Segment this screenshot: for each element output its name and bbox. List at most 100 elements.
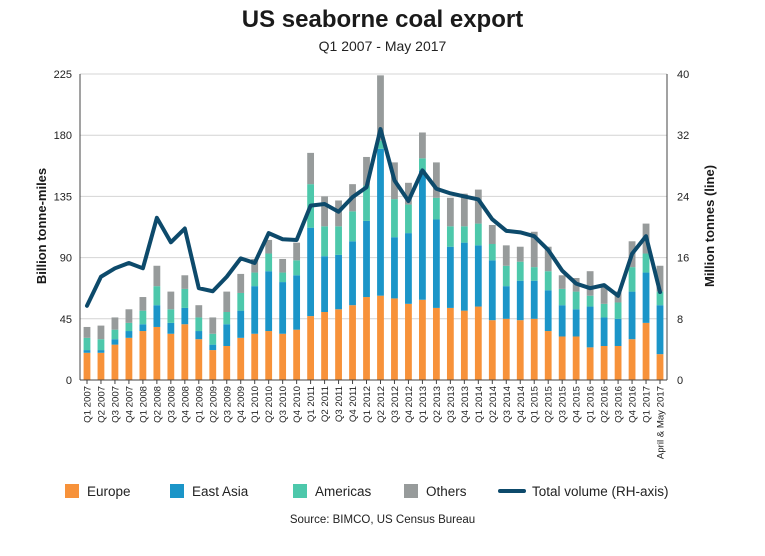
bar-others	[530, 231, 538, 268]
bar-east-asia	[307, 227, 315, 317]
x-tick-label: Q1 2017	[642, 386, 653, 423]
legend-swatch	[65, 484, 79, 498]
bar-americas	[83, 337, 91, 351]
bar-others	[167, 291, 175, 310]
x-tick-label: Q1 2009	[194, 386, 205, 423]
bar-others	[237, 273, 245, 293]
bars	[83, 75, 664, 380]
bar-americas	[195, 317, 203, 332]
total-volume-line	[84, 127, 663, 308]
bar-others	[419, 132, 426, 159]
bar-europe	[558, 336, 566, 380]
bar-east-asia	[181, 307, 189, 325]
x-tick-label: Q1 2015	[530, 386, 541, 423]
legend-swatch	[170, 484, 184, 498]
bar-east-asia	[125, 331, 133, 338]
bar-others	[139, 297, 147, 311]
bar-americas	[488, 244, 496, 261]
bar-americas	[544, 271, 552, 291]
bar-east-asia	[279, 282, 287, 334]
y-tick-label: 225	[54, 69, 72, 81]
y2-tick-label: 24	[677, 191, 689, 203]
x-tick-label: Q1 2012	[362, 386, 373, 423]
bar-europe	[279, 333, 287, 380]
x-tick-label: Q4 2015	[572, 386, 583, 423]
bar-others	[209, 317, 217, 334]
x-tick-label: Q1 2008	[138, 386, 149, 423]
bar-americas	[349, 211, 356, 242]
bar-europe	[405, 303, 412, 380]
bar-americas	[237, 292, 245, 311]
x-tick-label: Q4 2012	[404, 386, 415, 423]
bar-europe	[474, 306, 482, 380]
legend-label: Others	[426, 484, 467, 499]
bar-others	[195, 305, 203, 318]
bar-europe	[167, 333, 175, 380]
bar-others	[474, 189, 482, 224]
bar-east-asia	[656, 305, 664, 355]
bar-others	[125, 309, 133, 323]
bar-europe	[195, 339, 203, 380]
x-tick-label: Q3 2012	[390, 386, 401, 423]
legend-label: Total volume (RH-axis)	[532, 484, 669, 499]
x-tick-label: Q4 2014	[516, 385, 527, 422]
bar-east-asia	[293, 275, 301, 330]
x-tick-label: Q2 2007	[96, 386, 107, 423]
y2-tick-label: 8	[677, 314, 683, 326]
bar-east-asia	[419, 170, 426, 300]
bar-east-asia	[558, 305, 566, 337]
bar-others	[363, 156, 370, 186]
y-tick-label: 45	[60, 314, 72, 326]
bar-americas	[125, 322, 133, 332]
x-tick-label: Q3 2011	[334, 386, 345, 422]
bar-europe	[181, 324, 189, 380]
bar-europe	[460, 310, 468, 380]
bar-europe	[656, 354, 664, 380]
x-tick-label: Q3 2013	[446, 386, 457, 423]
bar-europe	[586, 347, 594, 380]
bar-east-asia	[628, 291, 636, 340]
bar-others	[307, 152, 315, 185]
bar-americas	[139, 310, 147, 325]
bar-americas	[502, 265, 510, 287]
bar-americas	[572, 291, 580, 310]
bar-east-asia	[432, 219, 440, 308]
bar-europe	[111, 344, 119, 380]
bar-europe	[614, 346, 622, 380]
bar-east-asia	[544, 290, 552, 332]
chart-subtitle: Q1 2007 - May 2017	[318, 38, 447, 54]
bar-others	[516, 246, 524, 262]
bar-europe	[139, 331, 147, 380]
bar-others	[405, 182, 412, 205]
bar-americas	[474, 223, 482, 246]
bar-europe	[293, 329, 301, 380]
legend-swatch	[404, 484, 418, 498]
bar-east-asia	[614, 318, 622, 346]
legend-label: Europe	[87, 484, 131, 499]
bar-east-asia	[642, 272, 650, 323]
bar-east-asia	[209, 344, 217, 351]
x-tick-label: Q2 2008	[152, 386, 163, 423]
bar-americas	[377, 140, 384, 149]
bar-americas	[642, 253, 650, 273]
bar-americas	[558, 288, 566, 306]
bar-others	[251, 258, 259, 273]
bar-americas	[97, 339, 105, 351]
bar-east-asia	[139, 324, 147, 332]
x-tick-label: Q1 2013	[418, 386, 429, 423]
bar-east-asia	[474, 245, 482, 307]
y2-tick-label: 0	[677, 375, 683, 387]
bar-east-asia	[488, 260, 496, 321]
bar-east-asia	[516, 280, 524, 321]
bar-americas	[293, 260, 301, 276]
bar-europe	[432, 307, 440, 380]
x-tick-label: Q2 2012	[376, 386, 387, 423]
bar-americas	[586, 295, 594, 307]
bar-europe	[307, 316, 315, 380]
y2-tick-label: 16	[677, 253, 689, 265]
x-tick-label: Q3 2009	[222, 386, 233, 423]
bar-americas	[363, 185, 370, 221]
bar-europe	[153, 326, 161, 380]
bar-americas	[181, 288, 189, 308]
